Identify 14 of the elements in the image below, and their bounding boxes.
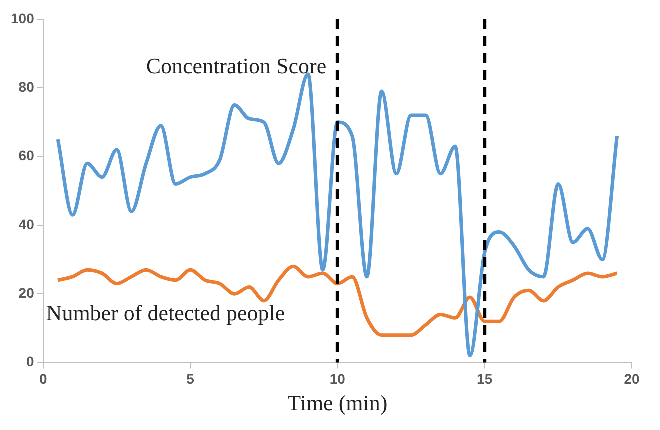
y-tick-label: 60 <box>18 148 35 164</box>
x-tick-label: 5 <box>186 371 195 388</box>
x-axis-title: Time (min) <box>288 390 388 416</box>
series-label: Concentration Score <box>146 53 327 78</box>
y-tick-label: 100 <box>11 10 35 26</box>
x-tick-label: 0 <box>39 371 48 388</box>
x-tick-label: 20 <box>624 371 640 388</box>
y-tick-label: 0 <box>26 354 35 370</box>
x-tick-label: 10 <box>330 371 346 388</box>
y-tick-label: 20 <box>18 284 35 301</box>
x-tick-label: 15 <box>477 371 493 388</box>
y-tick-label: 40 <box>18 216 35 232</box>
series-label: Number of detected people <box>46 300 286 326</box>
y-tick-label: 80 <box>18 78 35 95</box>
